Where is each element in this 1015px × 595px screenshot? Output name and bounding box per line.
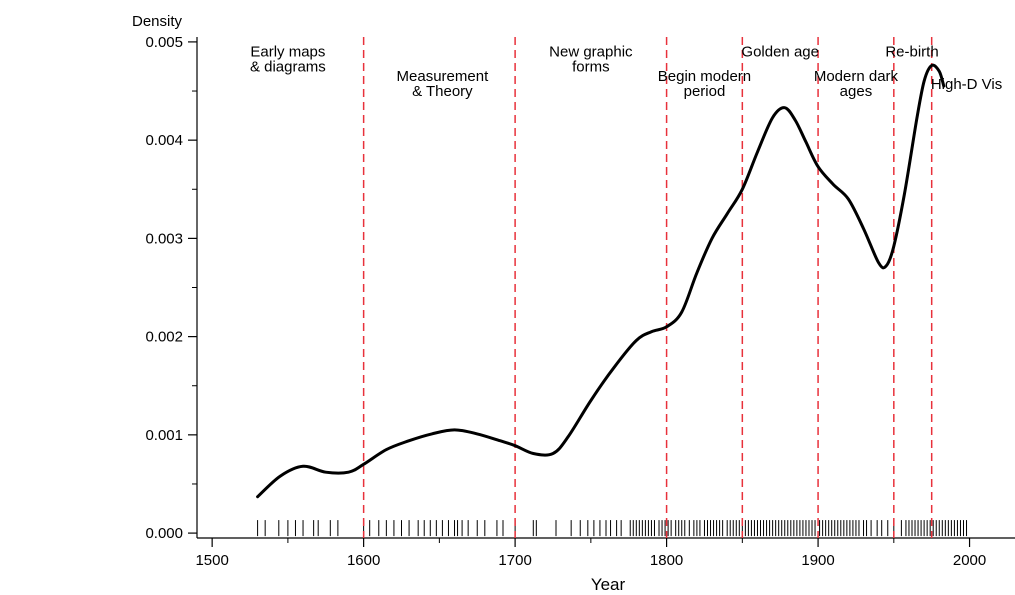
era-label-line: period — [684, 83, 726, 100]
era-label: Re-birth — [885, 44, 938, 61]
x-tick-label: 1500 — [195, 552, 228, 569]
era-label: Modern dark ages — [814, 68, 899, 100]
era-label-line: Re-birth — [885, 44, 938, 61]
x-tick-label: 2000 — [953, 552, 986, 569]
x-axis-label: Year — [591, 575, 626, 594]
x-ticks: 1500 1600 1700 1800 1900 2000 — [195, 538, 986, 569]
era-label-line: Modern dark — [814, 68, 899, 85]
y-tick-label: 0.002 — [145, 329, 183, 346]
era-label-line: Measurement — [397, 68, 490, 85]
density-curve — [256, 63, 946, 499]
era-label-line: High-D Vis — [931, 76, 1002, 93]
era-label-line: Early maps — [250, 44, 325, 61]
rug-marks — [257, 520, 968, 537]
x-tick-label: 1800 — [650, 552, 683, 569]
x-tick-label: 1600 — [347, 552, 380, 569]
era-label: New graphic forms — [549, 44, 633, 76]
y-tick-label: 0.004 — [145, 132, 183, 149]
era-label: Begin modern period — [658, 68, 751, 100]
era-label-line: Begin modern — [658, 68, 751, 85]
era-label-line: New graphic — [549, 44, 633, 61]
era-label: Measurement & Theory — [397, 68, 490, 100]
y-tick-label: 0.003 — [145, 230, 183, 247]
era-labels: Early maps & diagrams Measurement & Theory N… — [250, 44, 1002, 101]
y-tick-label: 0.000 — [145, 525, 183, 542]
x-tick-label: 1900 — [801, 552, 834, 569]
era-label-line: & Theory — [412, 83, 473, 100]
x-tick-label: 1700 — [498, 552, 531, 569]
y-axis-label: Density — [132, 13, 183, 30]
era-label: High-D Vis — [931, 76, 1002, 93]
era-divider-lines — [362, 37, 933, 538]
era-label-line: forms — [572, 59, 610, 76]
era-label: Golden age — [741, 44, 819, 61]
era-label-line: Golden age — [741, 44, 819, 61]
y-tick-label: 0.001 — [145, 427, 183, 444]
era-label-line: & diagrams — [250, 59, 326, 76]
y-ticks: 0.000 0.001 0.002 0.003 0.004 0.005 — [145, 34, 197, 542]
y-tick-label: 0.005 — [145, 34, 183, 51]
era-label-line: ages — [840, 83, 873, 100]
era-label: Early maps & diagrams — [250, 44, 326, 76]
